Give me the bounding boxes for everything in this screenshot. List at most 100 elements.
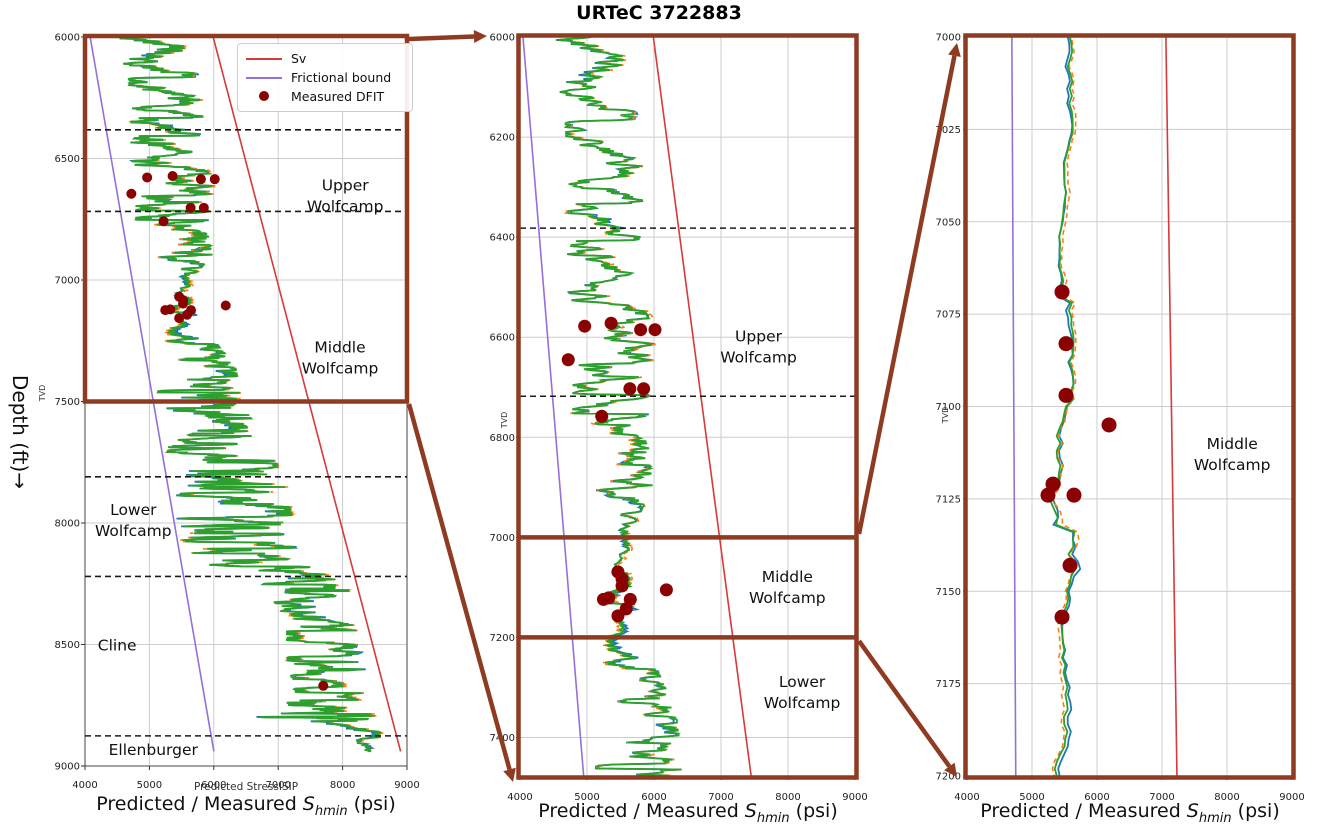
y-tick-label: 6800: [490, 433, 515, 444]
middle-dfit-point: [611, 609, 625, 623]
middle-dfit-point: [637, 382, 651, 396]
xlabel-suffix: (psi): [789, 800, 838, 822]
x-tick-label: 4000: [507, 792, 532, 803]
left-formation-label: Upper Wolfcamp: [307, 177, 384, 216]
left-dfit-point: [174, 313, 185, 324]
x-tick-label: 4000: [72, 780, 97, 791]
xlabel-prefix: Predicted / Measured: [980, 800, 1187, 822]
right-tvd-label: TVD: [941, 407, 950, 425]
x-tick-label: 9000: [842, 792, 867, 803]
x-tick-label: 9000: [394, 780, 419, 791]
left-dfit-point: [158, 216, 169, 227]
left-xlabel: Predicted / Measured Shmin (psi): [76, 793, 416, 819]
right-dfit-point: [1058, 387, 1074, 403]
middle-dfit-point: [595, 409, 609, 423]
y-tick-label: 8500: [55, 640, 80, 651]
middle-xlabel: Predicted / Measured Shmin (psi): [518, 800, 858, 826]
left-plot-area: [85, 37, 407, 753]
left-dfit-point: [182, 309, 193, 320]
right-dfit-point: [1054, 284, 1070, 300]
x-tick-label: 8000: [775, 792, 800, 803]
left-predicted-stress-green: [120, 37, 382, 753]
right-dfit-point: [1062, 557, 1078, 573]
legend-line-sample: [246, 76, 282, 79]
middle-predicted-stress-green: [556, 37, 681, 776]
left-dfit-point: [195, 174, 206, 185]
middle-dfit-point: [596, 592, 610, 606]
left-dfit-point: [126, 188, 137, 199]
middle-plot-area: [520, 37, 855, 776]
y-tick-label: 7200: [936, 772, 961, 783]
x-tick-label: 5000: [574, 792, 599, 803]
x-tick-label: 7000: [708, 792, 733, 803]
y-tick-label: 6000: [55, 33, 80, 44]
y-tick-label: 6600: [490, 333, 515, 344]
y-tick-label: 7125: [936, 494, 961, 505]
middle-frictional-bound-line: [522, 37, 585, 776]
y-tick-label: 7075: [936, 310, 961, 321]
connector-arrowhead: [944, 762, 957, 777]
connector-arrowhead: [948, 43, 961, 58]
xlabel-subscript: hmin: [314, 803, 348, 819]
left-dfit-point: [142, 172, 153, 183]
left-dfit-point: [209, 174, 220, 185]
x-tick-label: 6000: [641, 792, 666, 803]
legend-item-label: Sv: [291, 51, 307, 66]
connector-arrow-shaft: [857, 639, 952, 768]
depth-axis-label: Depth (ft)→: [8, 374, 32, 490]
right-predicted-stress-orange: [1051, 37, 1080, 776]
right-dfit-point: [1066, 487, 1082, 503]
zoom-connector-arrows: [406, 30, 961, 782]
middle-dfit-point: [604, 316, 618, 330]
y-tick-label: 9000: [55, 762, 80, 773]
x-tick-label: 7000: [265, 780, 290, 791]
left-xlabel-small: Predicted StressISIP: [193, 781, 299, 793]
middle-dfit-point: [623, 382, 637, 396]
left-dfit-point: [318, 680, 329, 691]
right-xlabel: Predicted / Measured Shmin (psi): [960, 800, 1300, 826]
x-tick-label: 6000: [1084, 792, 1109, 803]
y-tick-label: 6400: [490, 233, 515, 244]
right-sv-line: [1165, 37, 1178, 776]
middle-dfit-point: [615, 579, 629, 593]
connector-arrowhead: [473, 30, 487, 43]
right-grid: [967, 37, 1292, 776]
middle-dfit-point: [578, 319, 592, 333]
right-zoom-highlight: [963, 33, 1296, 780]
middle-grid: [520, 37, 855, 776]
middle-plot-frame: [519, 36, 856, 777]
y-tick-label: 7100: [936, 402, 961, 413]
legend-dot-sample: [259, 91, 269, 101]
right-plot-area: [1011, 37, 1178, 776]
xlabel-symbol: S: [1186, 800, 1199, 822]
xlabel-symbol: S: [302, 793, 315, 815]
x-tick-label: 4000: [954, 792, 979, 803]
y-tick-label: 7150: [936, 587, 961, 598]
connector-arrowhead: [503, 767, 516, 782]
left-formation-label: Cline: [98, 637, 137, 655]
middle-dfit-point: [648, 323, 662, 337]
middle-dfit-point: [634, 323, 648, 337]
x-tick-label: 7000: [1149, 792, 1174, 803]
xlabel-subscript: hmin: [1198, 810, 1232, 826]
xlabel-suffix: (psi): [347, 793, 396, 815]
right-frictional-bound-line: [1011, 37, 1017, 776]
left-zoom-highlight: [82, 33, 410, 404]
left-dfit-point: [185, 202, 196, 213]
y-tick-label: 7200: [490, 633, 515, 644]
middle-dfit-point: [659, 583, 673, 597]
middle-formation-label: Middle Wolfcamp: [749, 568, 826, 607]
left-tvd-label: TVD: [38, 385, 47, 403]
right-predicted-stress-green: [1050, 37, 1077, 776]
left-sv-line: [212, 37, 402, 752]
xlabel-suffix: (psi): [1231, 800, 1280, 822]
middle-formation-label: Lower Wolfcamp: [764, 673, 841, 712]
legend-item-label: Measured DFIT: [291, 89, 385, 104]
middle-sv-line: [652, 37, 752, 776]
legend-line-sample: [246, 57, 282, 60]
connector-arrow-shaft: [856, 55, 957, 535]
y-tick-label: 6500: [55, 154, 80, 165]
right-dfit-point: [1040, 487, 1056, 503]
middle-zoom-highlight: [516, 33, 859, 780]
